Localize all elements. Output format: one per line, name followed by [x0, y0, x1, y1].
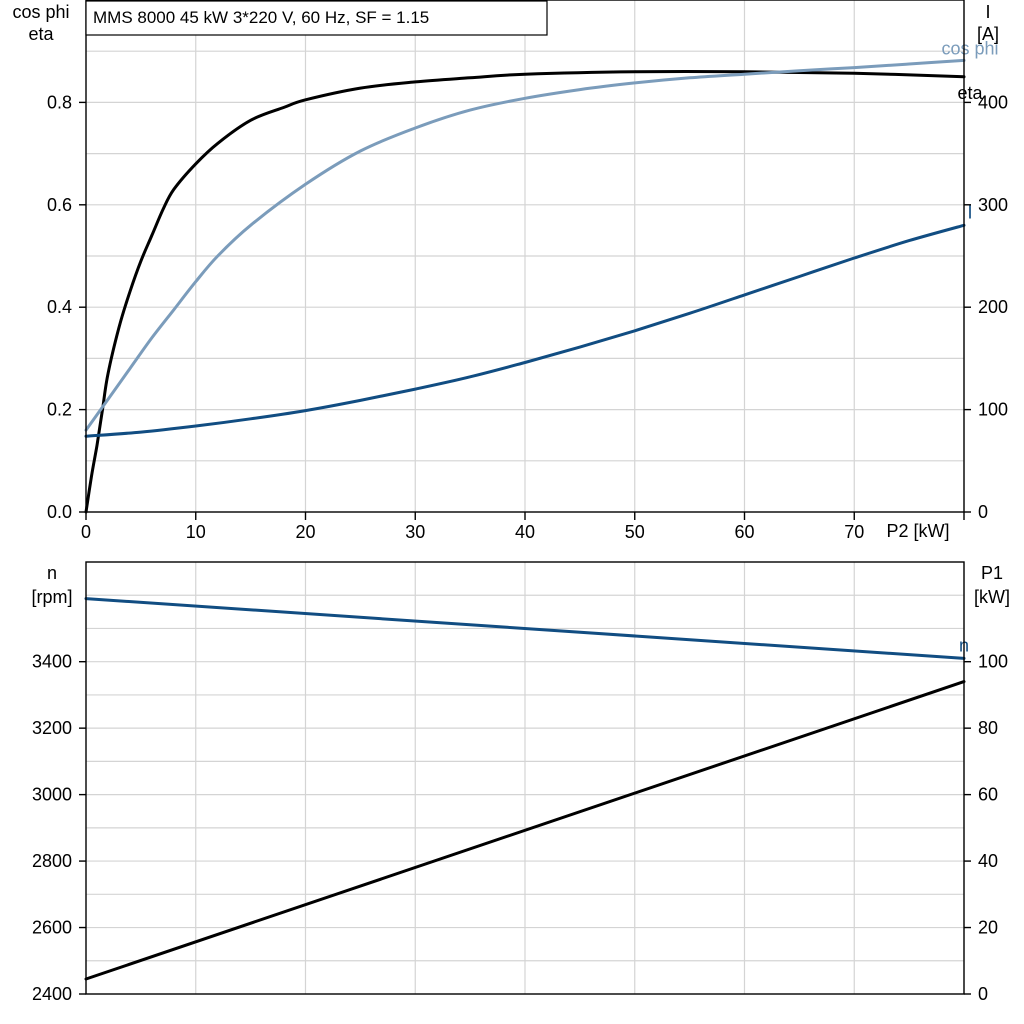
bottom-y-left-tick-label: 3200	[32, 718, 72, 738]
bottom-ylabel-left-line1: n	[47, 563, 57, 583]
top-x-tick-label: 60	[734, 522, 754, 542]
bottom-ylabel-right-line2: [kW]	[974, 587, 1010, 607]
top-x-tick-label: 10	[186, 522, 206, 542]
top-ylabel-left-line2: eta	[28, 24, 54, 44]
top-x-tick-label: 20	[295, 522, 315, 542]
bottom-y-left-tick-label: 2400	[32, 984, 72, 1004]
top-y-left-tick-label: 0.2	[47, 400, 72, 420]
bottom-ticks: 2400 2600 2800 3000 3200 3400 0 20 40 60 80 100	[32, 652, 1008, 1004]
top-x-tick-label: 0	[81, 522, 91, 542]
bottom-y-right-tick-label: 0	[978, 984, 988, 1004]
top-ylabel-left-line1: cos phi	[12, 2, 69, 22]
top-x-tick-label: 50	[625, 522, 645, 542]
series-line-cos-phi	[84, 58, 966, 432]
bottom-series: n	[84, 597, 969, 981]
top-y-left-tick-label: 0.0	[47, 502, 72, 522]
top-y-left-tick-label: 0.4	[47, 297, 72, 317]
bottom-y-right-tick-label: 60	[978, 785, 998, 805]
bottom-y-right-tick-label: 80	[978, 718, 998, 738]
series-line-eta	[84, 69, 966, 514]
top-ylabel-right-line2: [A]	[977, 24, 999, 44]
top-ylabel-right-line1: I	[985, 2, 990, 22]
bottom-y-right-tick-label: 40	[978, 851, 998, 871]
bottom-y-left-tick-label: 2800	[32, 851, 72, 871]
top-xlabel: P2 [kW]	[886, 521, 949, 541]
bottom-plot-frame	[85, 561, 965, 995]
series-line-i	[84, 223, 966, 438]
top-y-right-tick-label: 300	[978, 195, 1008, 215]
bottom-y-left-tick-label: 3400	[32, 652, 72, 672]
bottom-series-line-p1	[84, 680, 966, 981]
top-y-right-tick-label: 200	[978, 297, 1008, 317]
chart-title-box	[85, 0, 548, 36]
top-ticks: 0 10 20 30 40 50 60 70 0.0 0.2 0.4 0.6 0.8 0 100 200 300…	[47, 92, 1008, 542]
top-x-tick-label: 40	[515, 522, 535, 542]
bottom-series-line-n	[84, 597, 966, 660]
top-grid	[86, 0, 965, 512]
bottom-ylabel-right-line1: P1	[981, 563, 1003, 583]
bottom-chart: n 2400 2600 2800 3000 3200 3400 0 20 40 60 80 100 n…	[31, 561, 1010, 1004]
bottom-y-left-tick-label: 2600	[32, 918, 72, 938]
bottom-ylabel-left-line2: [rpm]	[31, 587, 72, 607]
bottom-grid	[86, 562, 965, 994]
series-label-cos-phi: cos phi	[941, 38, 998, 58]
bottom-y-left-tick-label: 3000	[32, 785, 72, 805]
top-y-left-tick-label: 0.8	[47, 92, 72, 112]
series-label-i: I	[967, 202, 972, 222]
top-y-right-tick-label: 0	[978, 502, 988, 522]
top-y-right-tick-label: 100	[978, 400, 1008, 420]
bottom-y-right-tick-label: 100	[978, 652, 1008, 672]
top-x-tick-label: 70	[844, 522, 864, 542]
top-y-right-tick-label: 400	[978, 92, 1008, 112]
chart-title: MMS 8000 45 kW 3*220 V, 60 Hz, SF = 1.15	[93, 8, 429, 27]
bottom-y-right-tick-label: 20	[978, 918, 998, 938]
top-y-left-tick-label: 0.6	[47, 195, 72, 215]
top-x-tick-label: 30	[405, 522, 425, 542]
